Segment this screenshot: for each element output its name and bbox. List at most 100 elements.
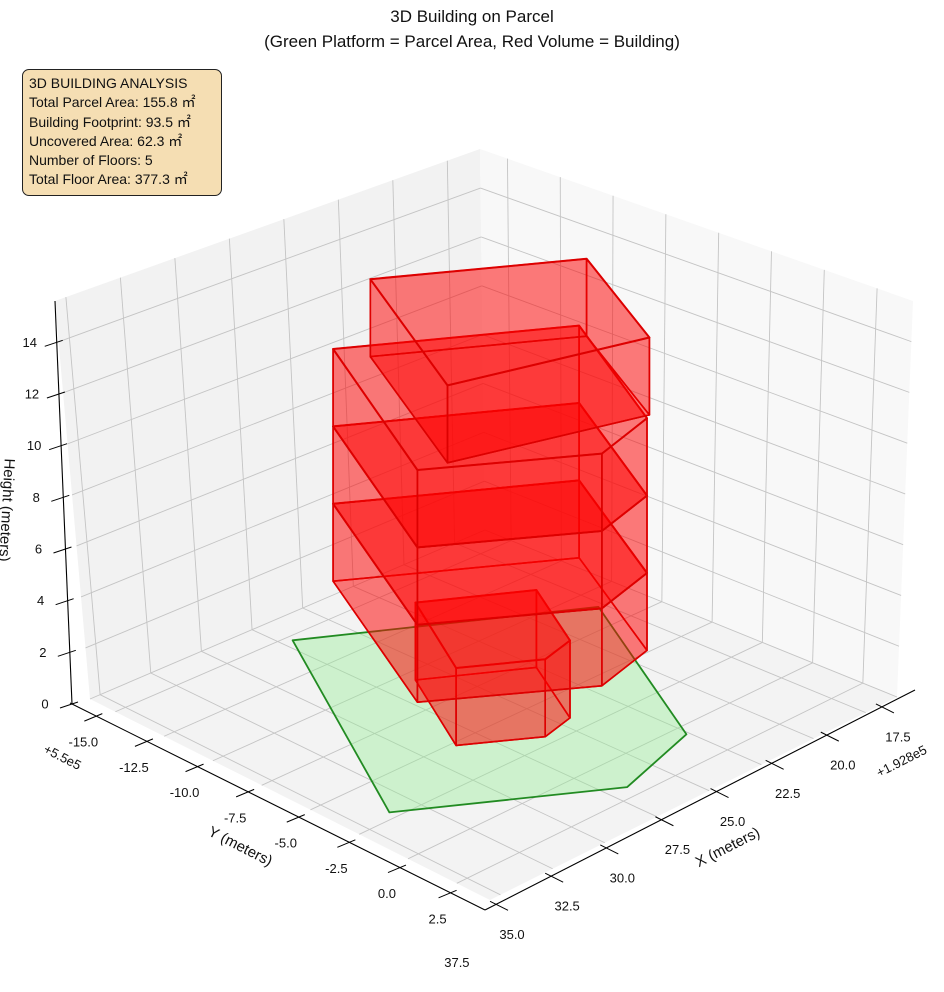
y-axis-label: Y (meters): [205, 823, 275, 870]
y-tick-label: 2.5: [429, 911, 447, 926]
y-tick: [84, 713, 103, 722]
grid-line-y-wall: [559, 177, 562, 561]
axes-panes: [55, 149, 913, 900]
y-tick-label: 0.0: [378, 886, 396, 901]
x-tick: [710, 788, 729, 798]
z-tick: [53, 546, 72, 554]
z-tick-label: 4: [37, 593, 44, 608]
x-tick: [765, 759, 784, 770]
z-tick: [51, 494, 70, 502]
info-total-floor-area: Total Floor Area: 377.3 ㎡: [29, 171, 188, 188]
grid-line-z-left: [58, 187, 481, 343]
x-tick-label: 27.5: [665, 842, 690, 857]
y-tick: [337, 839, 356, 848]
z-tick-label: 6: [35, 541, 42, 556]
x-tick: [875, 703, 895, 714]
x-axis-line: [484, 689, 916, 911]
axis-lines: [44, 300, 916, 911]
x-tick: [820, 731, 840, 742]
grid-line-y-floor: [310, 621, 713, 811]
grid-line-x-wall: [174, 258, 202, 652]
z-tick: [48, 443, 68, 451]
grid-line-x-floor: [454, 542, 866, 714]
grid-line-y-wall: [507, 158, 512, 541]
x-tick: [600, 844, 619, 855]
grid-line-y-floor: [407, 662, 813, 860]
floor-3: [332, 402, 648, 626]
x-tick-label: 35.0: [499, 927, 524, 942]
left-wall-pane: [55, 149, 485, 699]
y-tick: [235, 788, 255, 798]
grid-line-z-right: [483, 431, 902, 596]
grid-line-z-right: [480, 187, 912, 343]
grid-line-z-left: [80, 431, 484, 598]
x-tick-label: 20.0: [830, 758, 855, 773]
grid-line-y-floor: [359, 642, 763, 835]
grid-line-x-wall: [337, 199, 354, 587]
y-tick-label: -10.0: [170, 785, 200, 800]
x-tick: [544, 872, 564, 883]
grid-line-y-floor: [456, 682, 864, 884]
y-tick-label: -5.0: [275, 836, 297, 851]
grid-line-x-floor: [403, 564, 814, 740]
z-tick: [55, 598, 74, 606]
grid-line-y-wall: [611, 195, 614, 582]
z-tick: [59, 701, 79, 709]
grid-line-x-floor: [302, 607, 710, 792]
y-tick: [134, 738, 154, 747]
x-tick-label: 22.5: [775, 786, 800, 801]
grid-line-y-floor: [163, 560, 562, 737]
z-tick-label: 14: [23, 335, 37, 350]
grid-line-x-floor: [150, 672, 553, 870]
x-tick: [489, 900, 509, 911]
chart-title: 3D Building on Parcel: [390, 7, 554, 26]
floor-pane: [90, 530, 897, 900]
right-wall-pane: [480, 149, 913, 697]
grid-line-y-wall: [661, 214, 667, 602]
grid-lines: [58, 158, 912, 896]
z-tick: [57, 649, 76, 657]
z-tick-label: 2: [39, 645, 46, 660]
grid-line-y-wall: [862, 288, 878, 684]
y-axis-line: [69, 702, 486, 911]
grid-line-x-floor: [353, 585, 762, 766]
y-tick-label: -7.5: [224, 810, 246, 825]
x-tick-label: 30.0: [610, 870, 635, 885]
z-tick-label: 0: [41, 696, 48, 711]
floor-4: [332, 324, 648, 549]
grid-line-x-floor: [251, 629, 658, 818]
z-tick-label: 12: [25, 386, 39, 401]
grid-line-y-wall: [812, 269, 825, 663]
grid-line-x-floor: [99, 694, 501, 896]
grid-line-z-left: [89, 529, 486, 700]
grid-line-z-left: [62, 236, 482, 394]
floor-top-face: [414, 589, 571, 669]
chart-subtitle: (Green Platform = Parcel Area, Red Volum…: [264, 32, 680, 51]
grid-line-y-floor: [261, 601, 663, 786]
grid-line-x-wall: [65, 297, 101, 695]
building-volume: [332, 257, 651, 747]
grid-line-x-wall: [119, 277, 152, 674]
z-tick: [44, 339, 63, 347]
floor-5: [369, 257, 651, 464]
grid-line-x-wall: [446, 160, 456, 544]
grid-line-z-left: [71, 334, 483, 496]
info-heading: 3D BUILDING ANALYSIS: [29, 75, 188, 91]
x-tick-label: 37.5: [444, 955, 469, 970]
grid-line-x-wall: [392, 180, 405, 565]
y-tick: [438, 889, 457, 899]
y-tick-label: -2.5: [325, 861, 347, 876]
grid-line-z-right: [484, 480, 900, 647]
x-offset-label: +1.928e5: [874, 742, 929, 780]
z-tick-label: 10: [27, 438, 41, 453]
grid-line-x-wall: [283, 219, 304, 609]
grid-line-z-left: [67, 285, 482, 445]
y-tick-label: -12.5: [119, 760, 149, 775]
grid-line-z-right: [481, 285, 908, 444]
grid-line-y-wall: [711, 232, 720, 623]
grid-line-y-floor: [212, 580, 612, 762]
grid-line-x-wall: [228, 238, 253, 630]
z-tick: [46, 391, 66, 399]
info-uncovered-area: Uncovered Area: 62.3 ㎡: [29, 132, 183, 149]
